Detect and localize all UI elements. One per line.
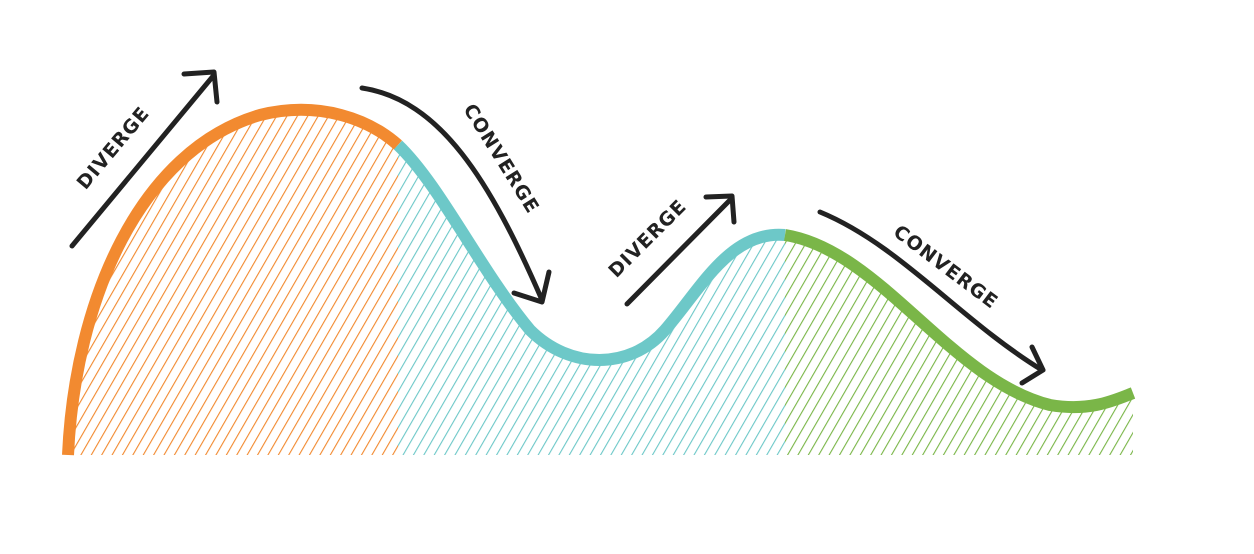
diverge-area-1 xyxy=(68,109,398,456)
converge-diverge-area xyxy=(398,145,785,455)
converge-curve-2 xyxy=(783,229,1136,414)
converge-arrow-1 xyxy=(359,85,552,305)
diverge-arrow-1 xyxy=(69,69,220,249)
converge-arrow-2 xyxy=(817,209,1046,386)
diverge-label-1: DIVERGE xyxy=(73,102,155,193)
diverge-label-2: DIVERGE xyxy=(604,195,691,282)
converge-area-2 xyxy=(785,235,1133,455)
diverge-arrow-2 xyxy=(624,193,737,307)
diverge-curve-1 xyxy=(62,103,402,456)
converge-diverge-curve xyxy=(393,140,786,366)
converge-label-1: CONVERGE xyxy=(459,100,544,218)
